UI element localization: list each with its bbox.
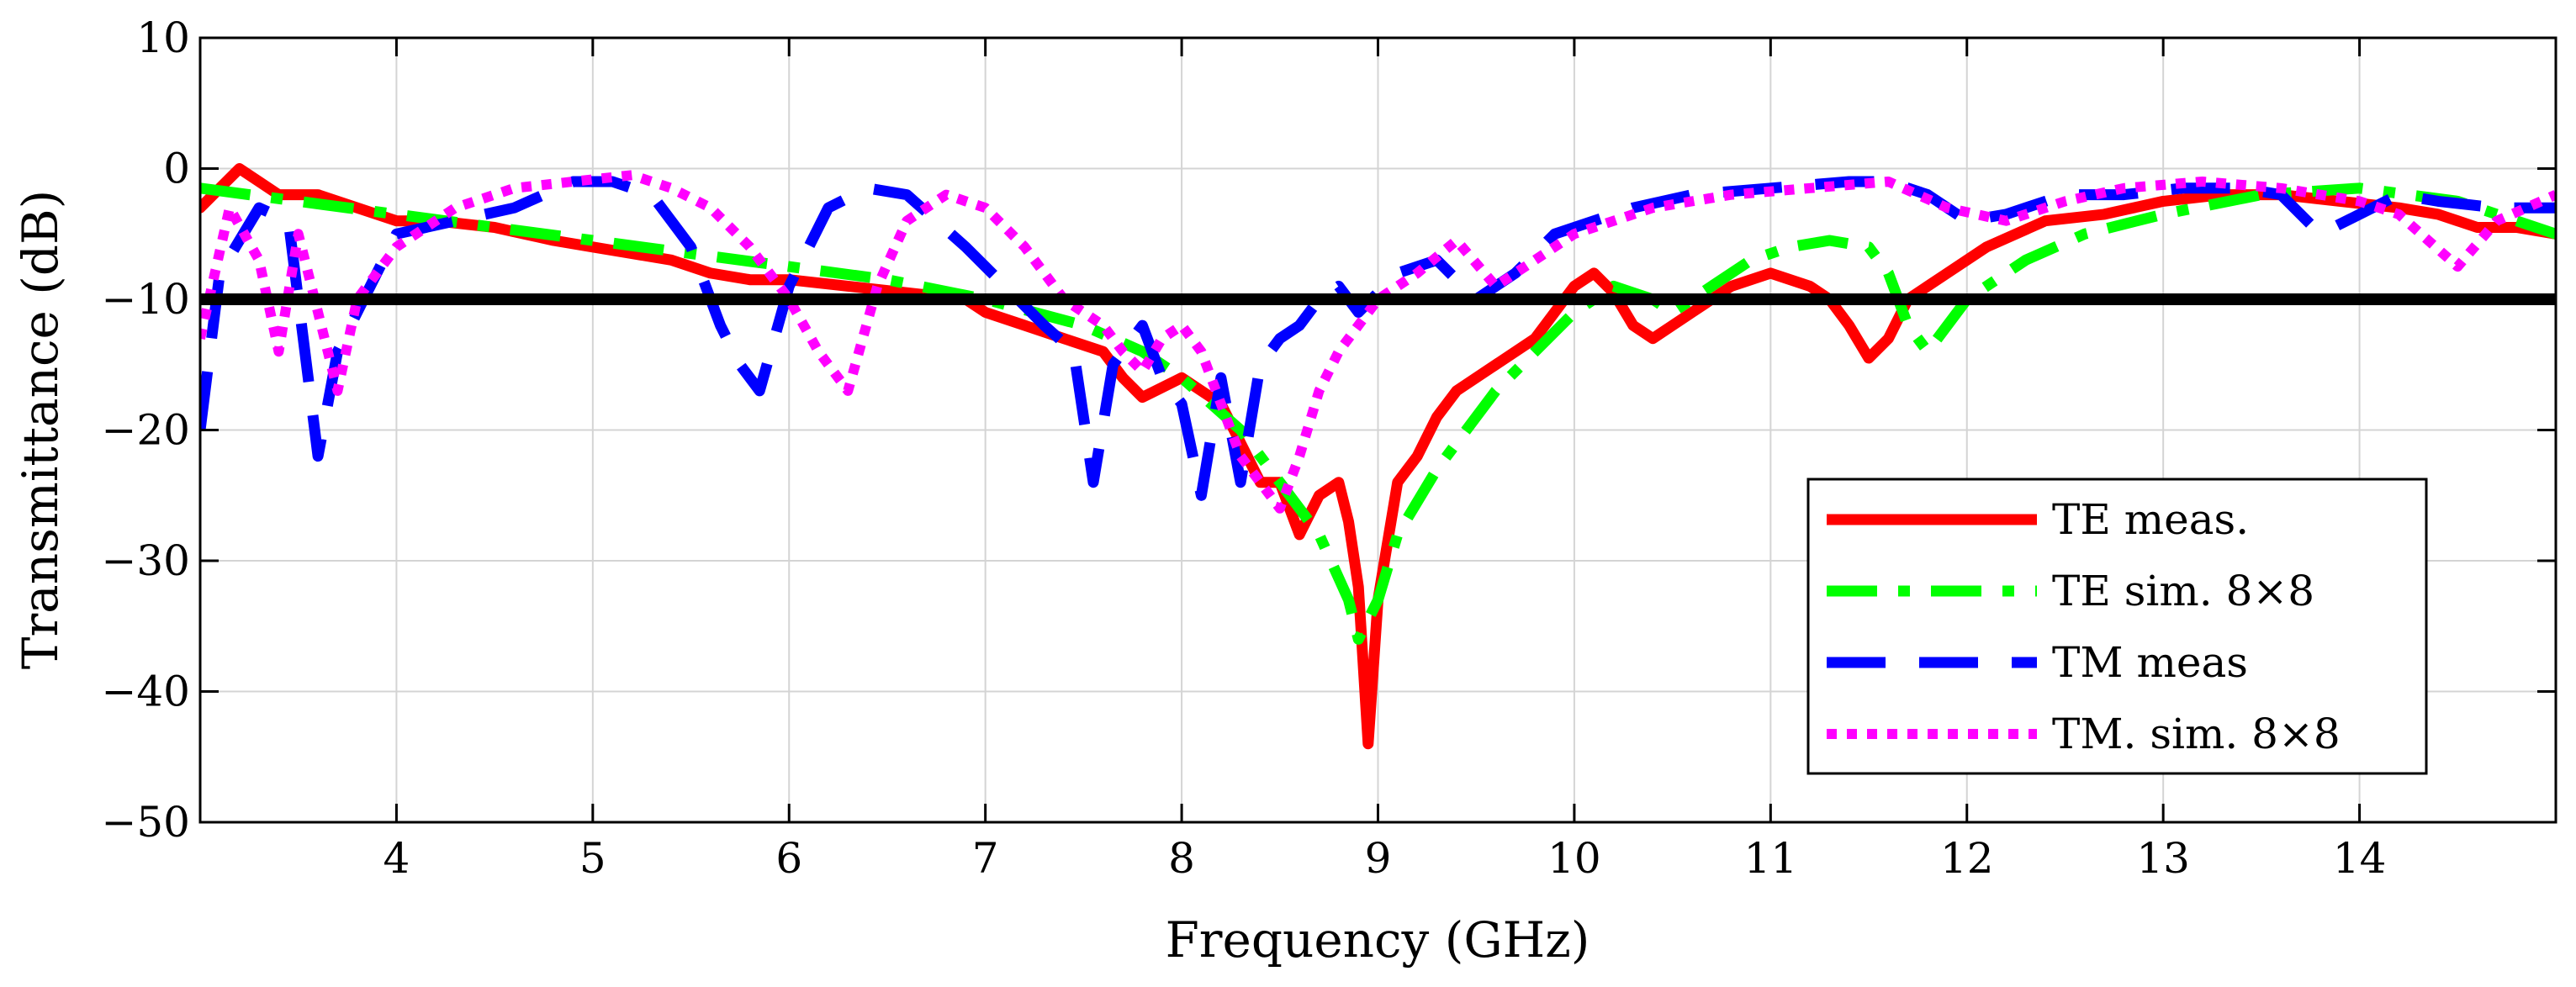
axis-ticks (200, 36, 2556, 824)
legend-box (1806, 478, 2428, 775)
series-line-3 (200, 176, 2556, 501)
y-tick-label: 0 (163, 145, 190, 193)
legend: TE meas. TE sim. 8×8 TM meas TM. sim. 8×8 (1806, 478, 2428, 775)
x-tick-label: 8 (1168, 834, 1195, 883)
x-tick-label: 11 (1744, 834, 1798, 883)
x-axis-title: Frequency (GHz) (1166, 911, 1590, 969)
x-tick-label: 14 (2333, 834, 2387, 883)
y-axis-title: Transmittance (dB) (12, 190, 69, 669)
x-tick-label: 9 (1365, 834, 1392, 883)
x-tick-label: 13 (2136, 834, 2190, 883)
y-tick-label: −50 (101, 798, 190, 847)
y-tick-label: −30 (101, 536, 190, 585)
legend-label-1: TE meas. (2052, 495, 2249, 544)
y-tick-label: −10 (101, 275, 190, 324)
legend-label-2: TE sim. 8×8 (2052, 567, 2314, 615)
series-line-2 (200, 182, 2556, 645)
series-line-4 (200, 170, 2556, 514)
legend-label-4: TM. sim. 8×8 (2052, 710, 2341, 758)
legend-label-3: TM meas (2052, 638, 2248, 687)
y-tick-label: −40 (101, 668, 190, 716)
x-tick-label: 5 (579, 834, 606, 883)
x-tick-label: 4 (383, 834, 410, 883)
x-tick-label: 6 (775, 834, 802, 883)
x-tick-label: 12 (1940, 834, 1994, 883)
axis-tick-labels: 4 5 6 7 8 9 10 11 12 13 14 10 0 −10 −20 −30 −40 −50 (101, 13, 2386, 883)
series-line-1 (200, 163, 2556, 750)
series-layer (200, 163, 2556, 750)
x-tick-label: 7 (972, 834, 999, 883)
x-tick-label: 10 (1547, 834, 1601, 883)
y-tick-label: −20 (101, 406, 190, 455)
y-tick-label: 10 (136, 13, 190, 62)
